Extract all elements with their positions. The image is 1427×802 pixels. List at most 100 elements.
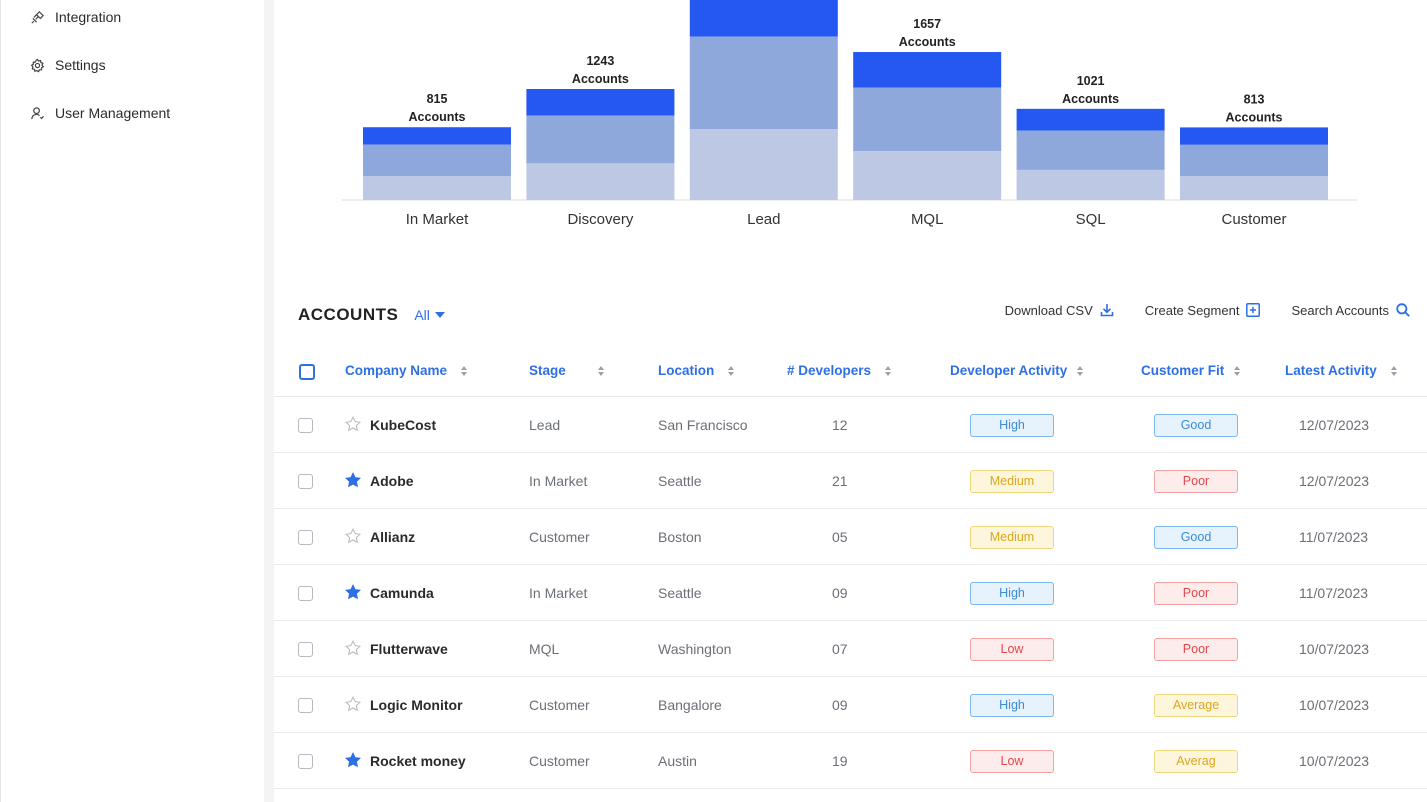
table-row[interactable]: Allianz Customer Boston 05 Medium Good 11/07/2… — [274, 509, 1427, 565]
bar-segment — [1016, 108, 1165, 131]
developer-activity-badge: High — [970, 414, 1054, 437]
sort-icon — [885, 365, 892, 376]
x-tick-label: Lead — [747, 211, 780, 228]
company-name[interactable]: Rocket money — [370, 753, 466, 769]
column-developers[interactable]: # Developers — [787, 363, 892, 378]
row-checkbox[interactable] — [298, 586, 313, 601]
column-developer-activity[interactable]: Developer Activity — [950, 363, 1084, 378]
latest-activity-date: 10/07/2023 — [1299, 753, 1370, 769]
column-location[interactable]: Location — [658, 363, 735, 378]
x-tick-label: Discovery — [567, 211, 633, 228]
column-stage[interactable]: Stage — [529, 363, 604, 378]
bar-customer[interactable] — [1180, 127, 1328, 200]
sidebar-item-label: User Management — [55, 105, 171, 121]
create-segment-button[interactable]: Create Segment — [1145, 302, 1262, 318]
sidebar-item-user-management[interactable]: User Management — [30, 105, 170, 121]
location-value: Washington — [658, 641, 732, 657]
star-outline-icon[interactable] — [345, 528, 361, 544]
developer-activity-badge: Medium — [970, 470, 1054, 493]
company-name[interactable]: Allianz — [370, 529, 416, 545]
bar-unit-label: Accounts — [409, 110, 466, 124]
search-icon — [1396, 303, 1410, 317]
bar-discovery[interactable] — [526, 89, 675, 200]
bar-lead[interactable] — [689, 0, 838, 200]
row-checkbox[interactable] — [298, 530, 313, 545]
sort-icon — [1234, 365, 1241, 376]
row-checkbox[interactable] — [298, 642, 313, 657]
column-latest-activity[interactable]: Latest Activity — [1285, 363, 1397, 378]
bar-segment — [689, 129, 838, 200]
bar-segment — [526, 163, 675, 200]
sort-icon — [1390, 365, 1397, 376]
bar-value-label: 1657 — [913, 17, 941, 31]
row-checkbox[interactable] — [298, 418, 313, 433]
location-value: Austin — [658, 753, 697, 769]
funnel-chart: 815 Accounts In Market 1243 Accounts Discover… — [342, 0, 1357, 228]
accounts-table: Company Name Stage Location # Developers… — [274, 345, 1427, 789]
table-row[interactable]: Logic Monitor Customer Bangalore 09 High Aver… — [274, 677, 1427, 733]
accounts-header: ACCOUNTS All Download CSV Create Segment… — [298, 302, 1411, 328]
sidebar-divider — [264, 0, 274, 802]
star-outline-icon[interactable] — [345, 640, 361, 656]
company-name[interactable]: Logic Monitor — [370, 697, 463, 713]
download-csv-button[interactable]: Download CSV — [1005, 302, 1115, 318]
star-filled-icon[interactable] — [345, 472, 361, 488]
column-label: Latest Activity — [1285, 363, 1377, 378]
main-content: 815 Accounts In Market 1243 Accounts Discover… — [274, 0, 1427, 802]
sort-icon — [1077, 365, 1084, 376]
row-checkbox[interactable] — [298, 474, 313, 489]
table-row[interactable]: KubeCost Lead San Francisco 12 High Good 12/07… — [274, 397, 1427, 453]
bar-unit-label: Accounts — [899, 35, 956, 49]
sidebar-item-integration[interactable]: Integration — [30, 9, 121, 25]
bar-mql[interactable] — [853, 52, 1002, 200]
location-value: Boston — [658, 529, 702, 545]
customer-fit-badge: Averag — [1154, 750, 1238, 773]
company-name[interactable]: Adobe — [370, 473, 414, 489]
latest-activity-date: 11/07/2023 — [1299, 529, 1369, 545]
table-row[interactable]: Camunda In Market Seattle 09 High Poor 11/07/2… — [274, 565, 1427, 621]
company-name[interactable]: KubeCost — [370, 417, 437, 433]
bar-in-market[interactable] — [363, 127, 511, 200]
x-tick-label: SQL — [1076, 211, 1106, 228]
x-tick-label: MQL — [911, 211, 944, 228]
star-filled-icon[interactable] — [345, 752, 361, 768]
developers-value: 05 — [832, 529, 848, 545]
bar-segment — [853, 52, 1002, 88]
select-all-checkbox[interactable] — [299, 364, 315, 380]
company-name[interactable]: Camunda — [370, 585, 434, 601]
bar-segment — [1180, 176, 1328, 200]
sidebar-item-settings[interactable]: Settings — [30, 57, 106, 73]
x-tick-label: In Market — [406, 211, 469, 228]
stage-value: In Market — [529, 473, 588, 489]
company-name[interactable]: Flutterwave — [370, 641, 448, 657]
star-outline-icon[interactable] — [345, 696, 361, 712]
bar-sql[interactable] — [1016, 108, 1165, 200]
location-value: Seattle — [658, 473, 702, 489]
bar-unit-label: Accounts — [1062, 92, 1119, 106]
star-outline-icon[interactable] — [345, 416, 361, 432]
search-accounts-button[interactable]: Search Accounts — [1291, 302, 1411, 318]
table-row[interactable]: Flutterwave MQL Washington 07 Low Poor 10/07/2… — [274, 621, 1427, 677]
bar-value-label: 1021 — [1077, 74, 1105, 88]
table-row[interactable]: Adobe In Market Seattle 21 Medium Poor 12/07/2… — [274, 453, 1427, 509]
table-row[interactable]: Rocket money Customer Austin 19 Low Averag 10/… — [274, 733, 1427, 789]
filter-value: All — [414, 307, 430, 323]
developers-value: 19 — [832, 753, 848, 769]
developer-activity-badge: Low — [970, 638, 1054, 661]
row-checkbox[interactable] — [298, 754, 313, 769]
bar-segment — [689, 0, 838, 37]
column-label: Location — [658, 363, 715, 378]
integration-icon — [31, 10, 44, 24]
bar-unit-label: Accounts — [572, 72, 629, 86]
column-company[interactable]: Company Name — [345, 363, 468, 378]
row-checkbox[interactable] — [298, 698, 313, 713]
bar-segment — [1180, 144, 1328, 177]
bar-value-label: 813 — [1244, 92, 1265, 106]
customer-fit-badge: Poor — [1154, 638, 1238, 661]
column-customer-fit[interactable]: Customer Fit — [1141, 363, 1241, 378]
sidebar-item-label: Integration — [55, 9, 122, 25]
bar-segment — [526, 115, 675, 164]
location-value: San Francisco — [658, 417, 748, 433]
accounts-filter-dropdown[interactable]: All — [414, 307, 445, 323]
star-filled-icon[interactable] — [345, 584, 361, 600]
